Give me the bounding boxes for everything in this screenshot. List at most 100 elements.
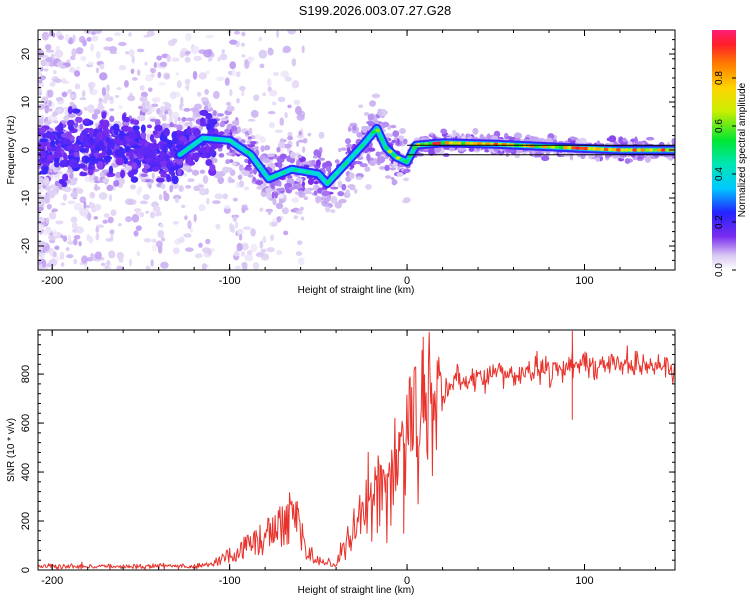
heatmap-cell xyxy=(384,132,392,138)
heatmap-cell xyxy=(145,179,151,183)
heatmap-noise-cell xyxy=(88,235,94,244)
heatmap-noise-cell xyxy=(52,32,56,38)
ridge-cell xyxy=(195,139,201,144)
heatmap-noise-cell xyxy=(179,51,185,59)
heatmap-noise-cell xyxy=(277,96,286,103)
heatmap-core-cell xyxy=(46,154,55,161)
ridge-cell xyxy=(469,141,475,146)
heatmap-core-cell xyxy=(199,117,206,125)
heatmap-noise-cell xyxy=(106,260,111,266)
heatmap-cell xyxy=(283,143,292,149)
snr-y-label: SNR (10 * v/v) xyxy=(6,418,17,482)
heatmap-cell xyxy=(154,118,161,127)
heatmap-noise-cell xyxy=(295,251,303,256)
heatmap-noise-cell xyxy=(205,70,210,75)
heatmap-cell xyxy=(74,83,81,90)
heatmap-core-cell xyxy=(39,170,49,175)
colorbar-ticks: 0.0 0.2 0.4 0.6 0.8 xyxy=(714,71,736,277)
heatmap-noise-cell xyxy=(270,234,275,242)
heatmap-core-cell xyxy=(87,168,94,176)
ridge-cell xyxy=(322,179,328,183)
heatmap-noise-cell xyxy=(101,86,107,96)
heatmap-core-cell xyxy=(209,118,218,126)
spectrogram-ytick-label: 20 xyxy=(20,48,32,60)
heatmap-cell xyxy=(127,95,136,102)
heatmap-cell xyxy=(72,177,78,182)
heatmap-cell xyxy=(76,188,84,194)
heatmap-cell xyxy=(337,180,343,188)
heatmap-noise-cell xyxy=(181,204,186,208)
heatmap-cell xyxy=(315,196,321,204)
heatmap-cell xyxy=(38,103,45,110)
heatmap-noise-cell xyxy=(78,35,86,43)
heatmap-noise-cell xyxy=(267,110,276,115)
ridge-cell xyxy=(575,146,581,150)
snr-xtick-label: 0 xyxy=(404,575,410,587)
heatmap-cell xyxy=(226,152,233,156)
heatmap-noise-cell xyxy=(231,162,237,166)
heatmap-noise-cell xyxy=(198,204,206,212)
heatmap-noise-cell xyxy=(199,169,206,174)
heatmap-cell xyxy=(244,166,253,171)
ridge-cell xyxy=(624,148,630,152)
heatmap-cell xyxy=(313,190,318,196)
heatmap-cell xyxy=(88,82,94,91)
heatmap-core-cell xyxy=(108,141,115,148)
heatmap-noise-cell xyxy=(276,249,283,255)
heatmap-cell xyxy=(67,169,73,173)
ridge-cell xyxy=(464,141,471,146)
heatmap-core-cell xyxy=(155,177,165,183)
heatmap-noise-cell xyxy=(211,52,215,58)
ridge-cell xyxy=(599,147,605,151)
heatmap-core-cell xyxy=(56,147,61,154)
heatmap-cell xyxy=(288,186,296,191)
heatmap-cell xyxy=(277,161,283,169)
heatmap-noise-cell xyxy=(272,218,278,223)
heatmap-cell xyxy=(531,135,535,140)
heatmap-noise-cell xyxy=(148,87,153,92)
ridge-cell xyxy=(371,130,377,134)
heatmap-cell xyxy=(184,122,192,127)
heatmap-core-cell xyxy=(50,139,55,148)
heatmap-noise-cell xyxy=(67,200,76,205)
heatmap-cell xyxy=(94,180,101,184)
heatmap-noise-cell xyxy=(53,120,59,124)
heatmap-cell xyxy=(356,132,363,138)
heatmap-core-cell xyxy=(53,161,60,168)
heatmap-noise-cell xyxy=(53,70,57,75)
heatmap-cell xyxy=(160,183,166,190)
heatmap-cell xyxy=(93,175,99,182)
heatmap-cell xyxy=(340,147,348,151)
heatmap-cell xyxy=(287,131,293,138)
heatmap-cell xyxy=(222,166,230,174)
heatmap-cell xyxy=(347,184,356,189)
ridge-cell xyxy=(473,141,479,146)
heatmap-cell xyxy=(252,176,257,183)
heatmap-noise-cell xyxy=(94,251,102,260)
heatmap-noise-cell xyxy=(49,81,56,87)
heatmap-noise-cell xyxy=(229,61,237,70)
heatmap-noise-cell xyxy=(69,55,76,61)
heatmap-cell xyxy=(67,113,76,118)
heatmap-cell xyxy=(281,207,289,215)
heatmap-cell xyxy=(321,190,330,196)
heatmap-cell xyxy=(137,114,146,122)
heatmap-cell xyxy=(225,101,232,107)
heatmap-core-cell xyxy=(152,130,158,135)
heatmap-cell xyxy=(468,146,475,152)
heatmap-cell xyxy=(323,197,330,203)
heatmap-noise-cell xyxy=(75,47,84,55)
heatmap-core-cell xyxy=(136,148,144,156)
heatmap-noise-cell xyxy=(78,241,82,247)
heatmap-noise-cell xyxy=(50,184,56,189)
heatmap-core-cell xyxy=(75,116,83,123)
heatmap-cell xyxy=(260,145,265,152)
heatmap-noise-cell xyxy=(46,203,52,210)
ridge-cell xyxy=(656,148,662,152)
heatmap-noise-cell xyxy=(156,55,163,61)
heatmap-noise-cell xyxy=(242,226,252,230)
spectrogram-xtick-label: -200 xyxy=(41,275,63,287)
heatmap-noise-cell xyxy=(151,244,157,252)
heatmap-cell xyxy=(296,159,301,167)
ridge-cell xyxy=(436,141,442,145)
